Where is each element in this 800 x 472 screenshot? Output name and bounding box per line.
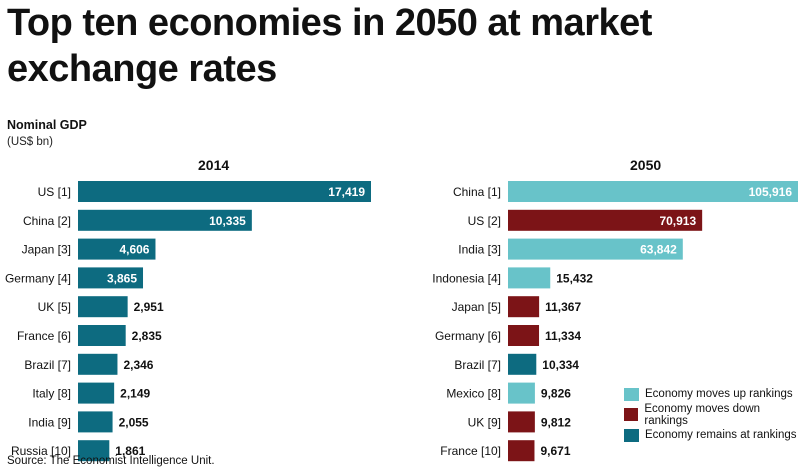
bar-2014 [78,440,110,462]
category-label-2050: Indonesia [4] [432,271,501,285]
bar-2014 [78,411,113,433]
bar-panel-2014: US [1] 17,419 China [2] 10,335 Japan [3] 4,60… [5,181,371,462]
bar-2014 [78,353,118,375]
category-label-2014: US [1] [38,185,71,199]
bar-2014 [78,325,126,346]
bar-2014 [78,209,252,231]
value-label-2014: 2,835 [132,329,162,343]
category-label-2014: Germany [4] [5,271,71,285]
bar-2050 [508,267,551,289]
chart-unit: (US$ bn) [7,136,54,148]
category-label-2050: Japan [5] [452,300,501,314]
panel-title-2050: 2050 [630,157,662,173]
bar-2050 [508,181,798,202]
legend: Economy moves up rankings Economy moves … [624,384,800,446]
legend-swatch-down [624,408,639,421]
value-label-2050: 9,812 [541,415,571,429]
category-label-2014: India [9] [28,415,71,429]
value-label-2050: 9,671 [540,444,570,458]
category-label-2014: Italy [8] [32,387,71,401]
value-label-2014: 2,951 [134,300,164,314]
category-label-2050: France [10] [440,444,501,458]
bar-2050 [508,382,535,404]
value-label-2050: 11,367 [545,300,581,314]
bar-2014 [78,181,371,202]
value-label-2014: 1,861 [115,444,145,458]
bar-2014 [78,382,115,404]
value-label-2014: 3,865 [107,271,137,285]
bar-2050 [508,209,703,231]
chart-subtitle: Nominal GDP [7,118,87,132]
value-label-2050: 10,334 [542,358,579,372]
legend-swatch-same [624,428,639,442]
panel-title-2014: 2014 [198,157,230,173]
value-label-2050: 63,842 [640,243,677,257]
value-label-2014: 2,346 [123,358,153,372]
bar-2014 [78,267,144,289]
value-label-2014: 17,419 [328,185,365,199]
category-label-2050: India [3] [458,243,501,257]
value-label-2050: 9,826 [541,387,571,401]
bar-2050 [508,325,540,346]
legend-item-down: Economy moves down rankings [624,402,800,427]
legend-label-down: Economy moves down rankings [644,402,761,427]
bar-2014 [78,296,128,318]
category-label-2050: UK [9] [468,415,501,429]
value-label-2050: 11,334 [545,329,581,343]
bar-2050 [508,440,535,462]
legend-item-same: Economy remains at rankings [624,425,800,445]
bar-2050 [508,238,683,260]
value-label-2014: 2,149 [120,387,150,401]
category-label-2014: Russia [10] [11,444,71,458]
legend-swatch-up [624,387,639,401]
value-label-2050: 70,913 [659,214,696,228]
category-label-2014: Japan [3] [22,243,71,257]
bar-panel-2050: China [1] 105,916 US [2] 70,913 India [3] 63,… [432,181,798,462]
category-label-2014: France [6] [17,329,71,343]
value-label-2050: 15,432 [556,271,593,285]
value-label-2050: 105,916 [749,185,793,199]
chart-title: Top ten economies in 2050 at market exch… [7,2,652,90]
value-label-2014: 2,055 [119,415,149,429]
source-note: Source: The Economist Intelligence Unit. [7,455,215,467]
category-label-2050: Brazil [7] [454,358,501,372]
category-label-2050: US [2] [468,214,501,228]
value-label-2014: 10,335 [209,214,246,228]
category-label-2050: Mexico [8] [446,387,501,401]
category-label-2050: Germany [6] [435,329,501,343]
category-label-2050: China [1] [453,185,501,199]
legend-label-same: Economy remains at rankings [645,429,797,441]
category-label-2014: China [2] [23,214,71,228]
value-label-2014: 4,606 [119,243,149,257]
category-label-2014: Brazil [7] [24,358,71,372]
bar-2050 [508,411,535,433]
bar-2050 [508,296,540,318]
bar-2014 [78,238,156,260]
legend-label-up: Economy moves up rankings [645,388,793,400]
legend-item-up: Economy moves up rankings [624,384,800,404]
bar-2050 [508,353,537,375]
category-label-2014: UK [5] [38,300,71,314]
